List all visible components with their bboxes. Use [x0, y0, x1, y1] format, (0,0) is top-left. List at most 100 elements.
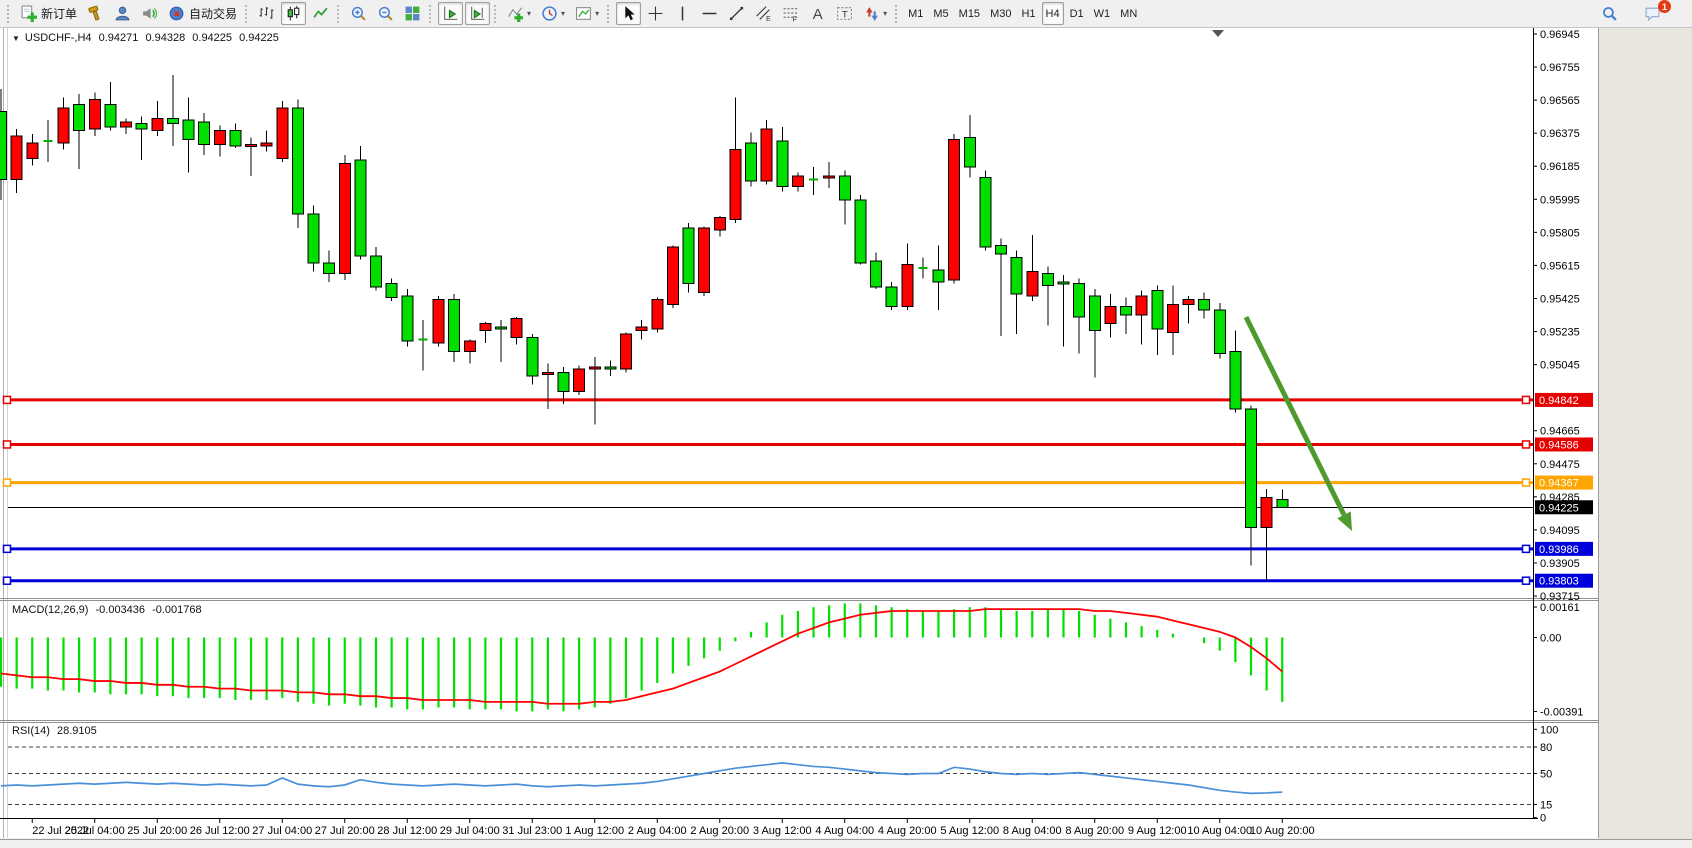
- periods-dropdown-caret[interactable]: ▾: [561, 9, 566, 18]
- templates-button[interactable]: ▾: [571, 2, 603, 25]
- bear-candle: [1276, 498, 1289, 508]
- fibo-button[interactable]: F: [778, 2, 803, 25]
- indicators-button[interactable]: ▾: [503, 2, 535, 25]
- zoom-out-button[interactable]: [373, 2, 398, 25]
- label-button[interactable]: T: [832, 2, 857, 25]
- autotrade-button[interactable]: 自动交易: [164, 2, 241, 25]
- line-drag-handle[interactable]: [2, 478, 12, 487]
- zoom-in-button[interactable]: [346, 2, 371, 25]
- timeframe-label: M5: [933, 7, 949, 20]
- timeframe-mn-button[interactable]: MN: [1116, 2, 1141, 25]
- autoscroll-icon: [442, 5, 459, 22]
- rsi-tick-label: 50: [1540, 769, 1552, 781]
- search-button[interactable]: [1597, 2, 1622, 25]
- timeframe-m15-button[interactable]: M15: [955, 2, 984, 25]
- trendline-button[interactable]: [724, 2, 749, 25]
- line-drag-handle[interactable]: [1521, 478, 1531, 487]
- chat-button[interactable]: 1: [1640, 0, 1671, 25]
- arrows-button[interactable]: ▾: [859, 2, 891, 25]
- chart-shift-button[interactable]: [465, 2, 491, 25]
- candles-layer[interactable]: [0, 74, 1289, 582]
- line-drag-handle[interactable]: [1521, 576, 1531, 585]
- timeframe-d1-button[interactable]: D1: [1066, 2, 1088, 25]
- tile-windows-icon: [404, 5, 421, 22]
- bear-candle: [995, 244, 1007, 255]
- bull-candle: [1135, 295, 1148, 316]
- bear-candle: [401, 295, 414, 342]
- timeframe-h4-button[interactable]: H4: [1041, 2, 1064, 25]
- bear-candle: [370, 255, 382, 288]
- timeframe-m30-button[interactable]: M30: [986, 2, 1015, 25]
- tile-windows-button[interactable]: [400, 2, 425, 25]
- vline-button[interactable]: [670, 2, 695, 25]
- trend-arrow-head: [1337, 511, 1352, 531]
- line-drag-handle[interactable]: [2, 440, 12, 449]
- templates-icon: [575, 5, 592, 22]
- arrows-dropdown-caret[interactable]: ▾: [883, 9, 888, 18]
- sound-button[interactable]: [137, 2, 162, 25]
- bull-candle: [151, 117, 164, 132]
- chart-shift-marker[interactable]: [1212, 30, 1224, 37]
- text-button[interactable]: A: [805, 2, 830, 25]
- chart-canvas[interactable]: 0.96945 0.96755 0.96565 0.96375 0.96185 0.959…: [0, 28, 1692, 848]
- line-drag-handle[interactable]: [2, 576, 12, 585]
- bull-candle: [1104, 305, 1117, 325]
- line-price-label: 0.93986: [1539, 544, 1579, 556]
- line-price-label: 0.94367: [1539, 478, 1579, 490]
- right-margin-area: [1599, 28, 1692, 848]
- line-drag-handle[interactable]: [2, 395, 12, 405]
- line-chart-button[interactable]: [308, 2, 333, 25]
- toolbar-grip: [494, 4, 497, 23]
- candle-chart-button[interactable]: [281, 2, 307, 25]
- line-price-label-box: [1535, 541, 1593, 556]
- timeframe-label: M15: [958, 7, 981, 20]
- bear-candle: [1151, 290, 1164, 330]
- periods-button[interactable]: ▾: [537, 2, 569, 25]
- channel-button[interactable]: E: [751, 2, 776, 25]
- svg-text:T: T: [842, 10, 848, 21]
- bear-candle: [166, 117, 179, 125]
- toolbar-grip: [245, 4, 248, 23]
- new-order-button[interactable]: 新订单: [16, 2, 81, 25]
- autoscroll-button[interactable]: [438, 2, 464, 25]
- date-tick-label: 27 Jul 20:00: [315, 825, 375, 837]
- rsi-tick-label: 100: [1540, 724, 1558, 736]
- bull-candle: [541, 371, 554, 375]
- bear-candle: [526, 337, 539, 377]
- macd-panel: [0, 603, 1284, 712]
- trend-arrow-line[interactable]: [1243, 315, 1347, 516]
- profile-button[interactable]: [110, 2, 135, 25]
- price-tick-label: 0.95615: [1540, 260, 1580, 272]
- timeframe-m1-button[interactable]: M1: [904, 2, 927, 25]
- crosshair-icon: [647, 5, 664, 22]
- templates-dropdown-caret[interactable]: ▾: [595, 9, 600, 18]
- bear-candle: [885, 286, 898, 307]
- hammer-button[interactable]: [83, 2, 108, 25]
- bull-candle: [10, 135, 23, 180]
- date-tick-label: 28 Jul 12:00: [377, 825, 437, 837]
- line-drag-handle[interactable]: [1521, 544, 1531, 554]
- indicators-dropdown-caret[interactable]: ▾: [527, 9, 532, 18]
- line-drag-handle[interactable]: [1521, 440, 1531, 449]
- price-axis[interactable]: 0.96945 0.96755 0.96565 0.96375 0.96185 0.959…: [1533, 29, 1593, 825]
- bar-chart-button[interactable]: [254, 2, 279, 25]
- svg-text:F: F: [793, 16, 797, 22]
- timeframe-m5-button[interactable]: M5: [929, 2, 952, 25]
- price-tick-label: 0.95045: [1540, 360, 1580, 372]
- line-drag-handle[interactable]: [1521, 395, 1531, 405]
- bull-candle: [245, 143, 257, 147]
- timeframe-h1-button[interactable]: H1: [1017, 2, 1039, 25]
- timeframe-label: M30: [990, 7, 1012, 20]
- bull-candle: [276, 107, 289, 159]
- price-tick-label: 0.96375: [1540, 128, 1580, 140]
- hline-button[interactable]: [697, 2, 722, 25]
- bull-candle: [213, 130, 226, 145]
- search-icon: [1601, 5, 1618, 22]
- timeframe-w1-button[interactable]: W1: [1090, 2, 1115, 25]
- cursor-button[interactable]: [616, 2, 642, 25]
- bull-candle: [338, 163, 351, 274]
- chart-background: [0, 28, 1599, 838]
- crosshair-button[interactable]: [643, 2, 668, 25]
- line-drag-handle[interactable]: [2, 544, 12, 554]
